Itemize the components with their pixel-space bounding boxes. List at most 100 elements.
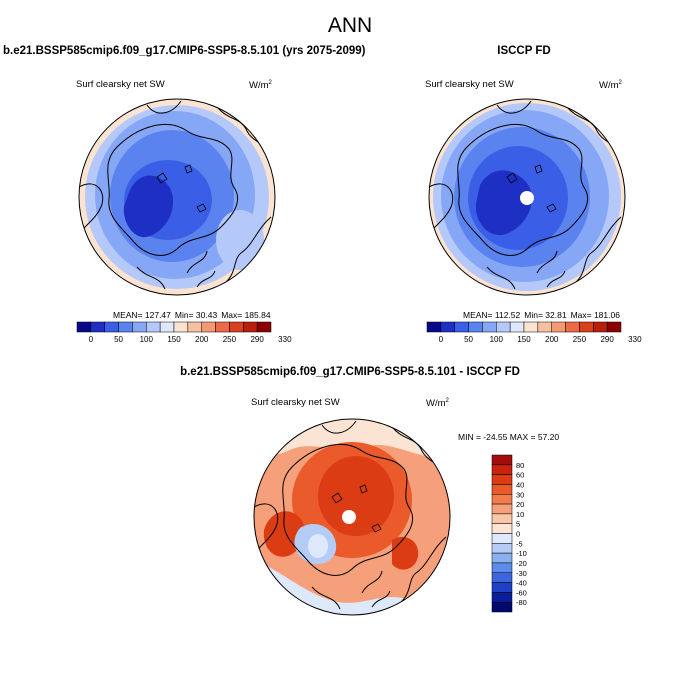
colorbar-swatch	[132, 321, 147, 333]
panel-title-diff: b.e21.BSSP585cmip6.f09_g17.CMIP6-SSP5-8.…	[180, 366, 520, 378]
colorbar-swatch	[565, 321, 580, 333]
colorbar-tick-label: -40	[516, 579, 527, 588]
colorbar-tick-label: -80	[516, 598, 527, 607]
colorbar-tick-label: 200	[195, 335, 209, 344]
colorbar-swatch	[76, 321, 92, 333]
colorbar-swatch	[491, 523, 513, 534]
units-label-obs: W/m2	[599, 80, 622, 92]
colorbar-tick-label: -30	[516, 569, 527, 578]
polar-map-obs	[429, 99, 625, 295]
variable-label-obs: Surf clearsky net SW	[425, 79, 514, 90]
colorbar-tick-label: 290	[600, 335, 614, 344]
colorbar-swatch	[551, 321, 566, 333]
stat-min: Min= 30.43	[174, 310, 218, 320]
colorbar-tick-label: 40	[516, 480, 524, 489]
colorbar-swatch	[491, 454, 513, 466]
colorbar-swatch	[201, 321, 216, 333]
colorbar-tick-label: 20	[516, 500, 524, 509]
colorbar-tick-label: 50	[464, 335, 473, 344]
colorbar-tick-label: 290	[250, 335, 264, 344]
colorbar-swatch	[491, 494, 513, 505]
colorbar-swatch	[491, 513, 513, 524]
colorbar-swatch	[491, 533, 513, 544]
colorbar-tick-label: 150	[167, 335, 181, 344]
colorbar-swatch	[229, 321, 244, 333]
colorbar-tick-label: 330	[278, 335, 292, 344]
colorbar-obs: 0 50 100 150 200 250 290 330	[426, 321, 642, 344]
colorbar-swatch	[491, 484, 513, 495]
colorbar-tick-label: 100	[490, 335, 504, 344]
colorbar-tick-label: 50	[114, 335, 123, 344]
colorbar-swatch	[523, 321, 539, 333]
colorbar-tick-label: 200	[545, 335, 559, 344]
colorbar-swatch	[491, 572, 513, 583]
colorbar-swatch	[440, 321, 455, 333]
variable-label-diff: Surf clearsky net SW	[251, 397, 340, 408]
colorbar-swatch	[256, 321, 272, 333]
colorbar-swatch	[491, 543, 513, 554]
main-title: ANN	[327, 14, 373, 37]
colorbar-tick-label: -20	[516, 559, 527, 568]
colorbar-swatch	[593, 321, 608, 333]
colorbar-swatch	[173, 321, 189, 333]
colorbar-swatch	[159, 321, 175, 333]
stat-max: Max= 185.84	[221, 310, 271, 320]
colorbar-tick-label: 10	[516, 510, 524, 519]
colorbar-swatch	[491, 592, 513, 603]
colorbar-swatch	[606, 321, 622, 333]
colorbar-swatch	[537, 321, 552, 333]
colorbar-tick-label: -5	[516, 539, 523, 548]
colorbar-tick-label: 5	[516, 520, 520, 529]
colorbar-swatch	[509, 321, 525, 333]
colorbar-model: 0 50 100 150 200 250 290 330	[76, 321, 292, 344]
colorbar-tick-label: -10	[516, 549, 527, 558]
map-border-diff	[253, 418, 451, 616]
colorbar-swatch	[187, 321, 202, 333]
colorbar-tick-label: 0	[89, 335, 94, 344]
stats-diff: MIN = -24.55 MAX = 57.20	[458, 432, 560, 442]
colorbar-swatch	[491, 464, 513, 475]
map-border-obs	[428, 98, 626, 296]
colorbar-swatch	[104, 321, 119, 333]
stats-obs: MEAN= 112.52 Min= 32.81 Max= 181.06	[463, 310, 624, 320]
colorbar-tick-label: 330	[628, 335, 642, 344]
colorbar-tick-label: -60	[516, 588, 527, 597]
colorbar-swatch	[146, 321, 161, 333]
colorbar-swatch	[491, 474, 513, 485]
colorbar-swatch	[491, 601, 513, 613]
colorbar-swatch	[491, 582, 513, 593]
colorbar-tick-label: 0	[439, 335, 444, 344]
colorbar-swatch	[496, 321, 511, 333]
stat-max: Max= 181.06	[570, 310, 620, 320]
stats-model: MEAN= 127.47 Min= 30.43 Max= 185.84	[113, 310, 275, 320]
colorbar-swatch	[491, 552, 513, 564]
colorbar-swatch	[215, 321, 230, 333]
panel-title-model: b.e21.BSSP585cmip6.f09_g17.CMIP6-SSP5-8.…	[3, 45, 366, 57]
variable-label-model: Surf clearsky net SW	[76, 79, 165, 90]
colorbar-tick-label: 150	[517, 335, 531, 344]
units-label-model: W/m2	[249, 80, 272, 92]
stat-mean: MEAN= 112.52	[463, 310, 521, 320]
colorbar-tick-label: 0	[516, 530, 520, 539]
colorbar-swatch	[426, 321, 442, 333]
colorbar-swatch	[90, 321, 105, 333]
stat-min: Min= 32.81	[524, 310, 567, 320]
colorbar-swatch	[482, 321, 497, 333]
stat-mean: MEAN= 127.47	[113, 310, 171, 320]
colorbar-swatch	[454, 321, 469, 333]
colorbar-tick-label: 80	[516, 461, 524, 470]
colorbar-tick-label: 60	[516, 471, 524, 480]
colorbar-swatch	[491, 562, 513, 573]
colorbar-swatch	[491, 503, 513, 515]
panel-title-obs: ISCCP FD	[497, 45, 551, 57]
colorbar-swatch	[579, 321, 594, 333]
colorbar-swatch	[243, 321, 258, 333]
colorbar-swatch	[118, 321, 133, 333]
colorbar-tick-label: 250	[223, 335, 237, 344]
polar-map-model	[79, 99, 275, 295]
map-border-model	[78, 98, 276, 296]
units-label-diff: W/m2	[426, 398, 449, 410]
colorbar-swatch	[468, 321, 483, 333]
